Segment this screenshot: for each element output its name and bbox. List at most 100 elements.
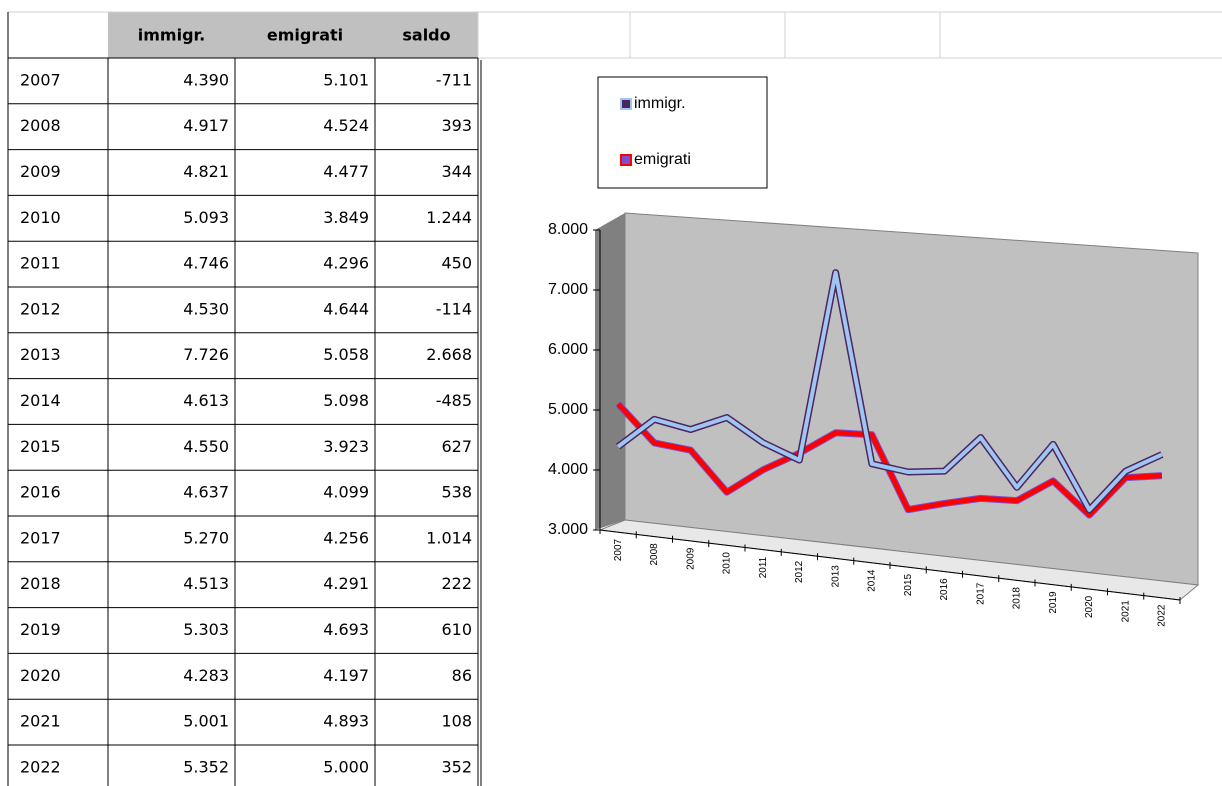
top-grid <box>8 11 1222 59</box>
number-cell: 610 <box>441 620 472 639</box>
number-cell: 4.693 <box>323 620 369 639</box>
number-cell: 4.746 <box>183 254 229 273</box>
number-cell: 4.477 <box>323 162 369 181</box>
number-cell: 4.390 <box>183 70 229 89</box>
year-cell: 2009 <box>20 162 61 181</box>
number-cell: 4.197 <box>323 666 369 685</box>
y-tick-label: 7.000 <box>548 281 588 298</box>
y-tick-label: 8.000 <box>548 221 588 238</box>
x-tick-label: 2008 <box>649 543 660 566</box>
number-cell: 4.099 <box>323 483 369 502</box>
number-cell: 4.513 <box>183 574 229 593</box>
legend-swatch <box>620 98 632 110</box>
number-cell: 3.923 <box>323 437 369 456</box>
series-line <box>616 270 1163 512</box>
column-header: saldo <box>402 26 450 45</box>
y-tick-label: 3.000 <box>548 521 588 538</box>
x-tick-label: 2016 <box>939 578 950 601</box>
x-tick-label: 2015 <box>903 573 914 596</box>
number-cell: 4.291 <box>323 574 369 593</box>
number-cell: 4.296 <box>323 254 369 273</box>
side-wall <box>595 213 625 530</box>
number-cell: 4.917 <box>183 116 229 135</box>
column-header: immigr. <box>138 26 205 45</box>
year-cell: 2021 <box>20 712 61 731</box>
number-cell: 3.849 <box>323 208 369 227</box>
year-cell: 2022 <box>20 757 61 776</box>
year-cell: 2011 <box>20 254 61 273</box>
number-cell: 86 <box>452 666 472 685</box>
number-cell: 538 <box>441 483 472 502</box>
number-cell: 5.352 <box>183 757 229 776</box>
year-cell: 2012 <box>20 299 61 318</box>
number-cell: 4.256 <box>323 528 369 547</box>
x-tick-label: 2021 <box>1120 600 1131 623</box>
number-cell: 4.283 <box>183 666 229 685</box>
legend-label: immigr. <box>634 95 686 112</box>
number-cell: 222 <box>441 574 472 593</box>
number-cell: 4.821 <box>183 162 229 181</box>
x-tick-label: 2017 <box>975 582 986 605</box>
number-cell: -711 <box>436 70 472 89</box>
x-tick-label: 2012 <box>794 560 805 583</box>
year-cell: 2010 <box>20 208 61 227</box>
x-tick-label: 2014 <box>867 569 878 592</box>
number-cell: 4.637 <box>183 483 229 502</box>
number-cell: -114 <box>436 299 472 318</box>
number-cell: 5.303 <box>183 620 229 639</box>
y-tick-label: 6.000 <box>548 341 588 358</box>
number-cell: 5.000 <box>323 757 369 776</box>
year-cell: 2018 <box>20 574 61 593</box>
number-cell: 5.058 <box>323 345 369 364</box>
number-cell: -485 <box>436 391 472 410</box>
x-tick-label: 2018 <box>1012 587 1023 610</box>
x-tick-label: 2009 <box>685 547 696 570</box>
x-tick-label: 2022 <box>1157 604 1168 627</box>
number-cell: 108 <box>441 712 472 731</box>
year-cell: 2008 <box>20 116 61 135</box>
number-cell: 344 <box>441 162 472 181</box>
number-cell: 627 <box>441 437 472 456</box>
back-wall <box>624 212 1199 586</box>
number-cell: 393 <box>441 116 472 135</box>
number-cell: 4.524 <box>323 116 369 135</box>
x-tick-label: 2020 <box>1084 595 1095 618</box>
year-cell: 2019 <box>20 620 61 639</box>
year-cell: 2014 <box>20 391 61 410</box>
legend-swatch <box>620 154 632 166</box>
x-tick-label: 2019 <box>1048 591 1059 614</box>
series-line <box>616 402 1163 518</box>
x-tick-label: 2007 <box>613 538 624 561</box>
number-cell: 1.014 <box>426 528 472 547</box>
legend <box>597 76 768 189</box>
number-cell: 5.001 <box>183 712 229 731</box>
year-cell: 2015 <box>20 437 61 456</box>
y-tick-label: 4.000 <box>548 461 588 478</box>
number-cell: 5.101 <box>323 70 369 89</box>
x-tick-label: 2010 <box>722 552 733 575</box>
legend-label: emigrati <box>634 151 691 168</box>
x-tick-label: 2011 <box>758 556 769 578</box>
number-cell: 5.093 <box>183 208 229 227</box>
column-header: emigrati <box>267 26 343 45</box>
year-cell: 2017 <box>20 528 61 547</box>
number-cell: 352 <box>441 757 472 776</box>
number-cell: 4.644 <box>323 299 369 318</box>
year-cell: 2007 <box>20 70 61 89</box>
number-cell: 4.613 <box>183 391 229 410</box>
number-cell: 7.726 <box>183 345 229 364</box>
number-cell: 2.668 <box>426 345 472 364</box>
number-cell: 4.550 <box>183 437 229 456</box>
year-cell: 2020 <box>20 666 61 685</box>
year-cell: 2013 <box>20 345 61 364</box>
y-tick-label: 5.000 <box>548 401 588 418</box>
number-cell: 1.244 <box>426 208 472 227</box>
year-cell: 2016 <box>20 483 61 502</box>
number-cell: 5.270 <box>183 528 229 547</box>
number-cell: 450 <box>441 254 472 273</box>
number-cell: 4.893 <box>323 712 369 731</box>
number-cell: 4.530 <box>183 299 229 318</box>
number-cell: 5.098 <box>323 391 369 410</box>
x-tick-label: 2013 <box>830 565 841 588</box>
